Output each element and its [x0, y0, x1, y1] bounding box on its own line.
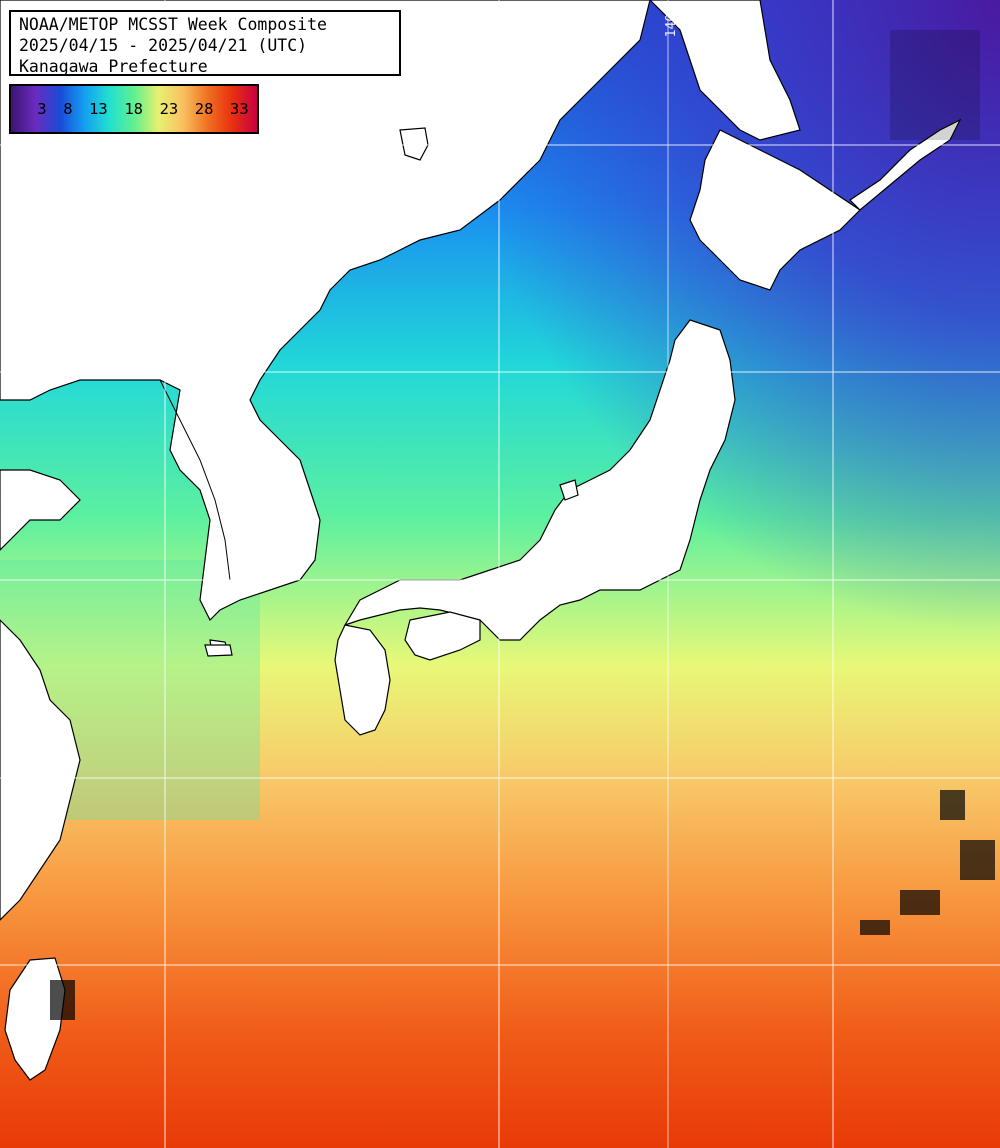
lat-label: 40N [18, 352, 42, 367]
legend-tick-label: 33 [230, 100, 249, 118]
lon-label: 140E [664, 6, 679, 38]
legend-tick-label: 23 [159, 100, 179, 118]
title-box: NOAA/METOP MCSST Week Composite 2025/04/… [9, 10, 401, 76]
land-sado [559, 479, 579, 501]
legend-tick-label: 13 [89, 100, 108, 118]
legend-tick-label: 8 [63, 100, 73, 118]
land-honshu [343, 319, 736, 641]
land-shikoku [404, 611, 481, 661]
color-legend: 3 8 13 18 23 28 33 [9, 84, 259, 134]
legend-tick-label: 28 [194, 100, 214, 118]
legend-tick-label: 18 [124, 100, 143, 118]
land-jeju [204, 644, 233, 657]
land-continent-north [0, 0, 651, 622]
land-kurils [849, 118, 962, 211]
land-china-east [0, 619, 81, 921]
land-island-north-1 [399, 127, 429, 161]
korea-coast-detail [159, 379, 231, 581]
land-hokkaido [689, 129, 861, 291]
land-china-coast [0, 469, 81, 551]
title-line-3: Kanagawa Prefecture [19, 57, 208, 76]
land-kyushu [334, 624, 391, 736]
legend-tick-label: 3 [37, 100, 47, 118]
title-line-2: 2025/04/15 - 2025/04/21 (UTC) [19, 36, 308, 55]
land-masses [0, 0, 962, 1081]
no-data-specks [50, 30, 995, 1020]
title-line-1: NOAA/METOP MCSST Week Composite [19, 15, 327, 34]
land-sakhalin [649, 0, 801, 141]
